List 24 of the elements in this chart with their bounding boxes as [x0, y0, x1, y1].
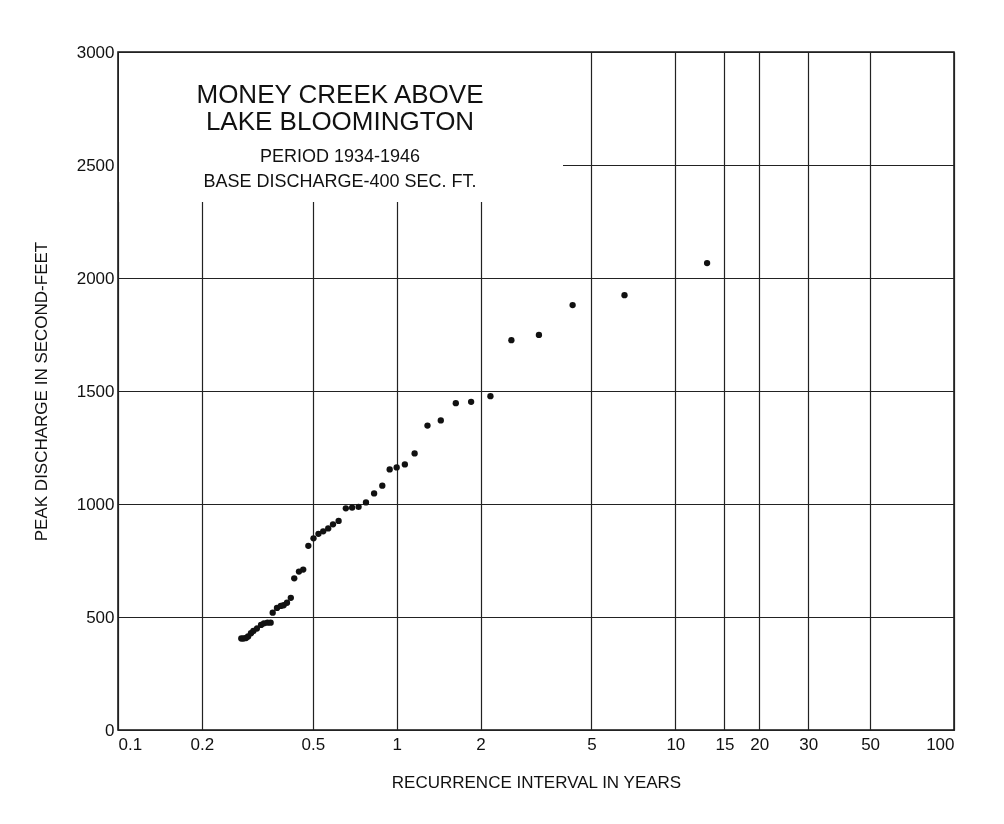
- x-tick-label: 20: [750, 734, 770, 754]
- x-axis-title: RECURRENCE INTERVAL IN YEARS: [391, 772, 682, 792]
- y-tick-label: 1500: [76, 381, 115, 401]
- y-tick-label: 1000: [76, 494, 115, 514]
- y-tick-label: 2500: [76, 155, 115, 175]
- y-axis-title: PEAK DISCHARGE IN SECOND-FEET: [31, 241, 51, 542]
- x-tick-label: 0.5: [301, 734, 326, 754]
- y-tick-label: 0: [105, 720, 115, 740]
- x-tick-label: 50: [861, 734, 881, 754]
- annotation: BASE DISCHARGE-400 SEC. FT.: [203, 171, 477, 191]
- x-tick-label: 2: [476, 734, 486, 754]
- x-tick-label: 10: [666, 734, 686, 754]
- text: MONEY CREEK ABOVE LAKE BLOOMINGTON: [196, 79, 484, 137]
- x-tick-label: 1: [392, 734, 402, 754]
- y-tick-label: 2000: [76, 268, 115, 288]
- x-tick-label: 0.2: [190, 734, 215, 754]
- y-tick-label: 500: [86, 607, 115, 627]
- x-tick-label: 100: [926, 734, 955, 754]
- x-tick-label: 0.1: [118, 734, 143, 754]
- y-tick-label: 3000: [76, 42, 115, 62]
- x-tick-label: 15: [715, 734, 735, 754]
- x-tick-label: 30: [799, 734, 819, 754]
- x-tick-label: 5: [587, 734, 597, 754]
- text: PERIOD 1934-1946: [259, 146, 421, 166]
